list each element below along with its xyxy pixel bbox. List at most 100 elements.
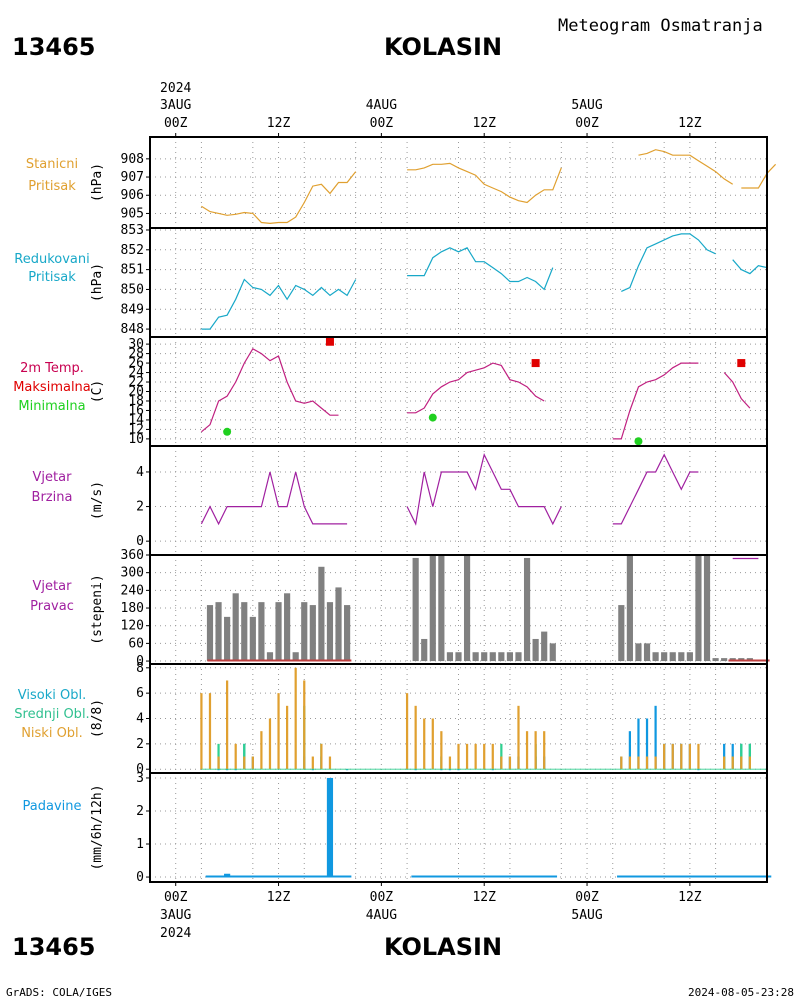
y-tick-label: 0: [136, 654, 144, 669]
panel-label: Maksimalna: [13, 380, 91, 395]
bar: [643, 643, 651, 662]
y-tick-label: 26: [128, 356, 144, 371]
cloud-bar-srednji: [740, 743, 743, 770]
cloud-bar-niski: [671, 743, 674, 770]
y-tick-label: 20: [128, 385, 144, 400]
y-axis-label: (hPa): [90, 263, 105, 302]
panel-label: Pritisak: [28, 270, 76, 285]
cloud-bar-niski: [697, 743, 700, 770]
bar: [224, 616, 231, 662]
panel-label: Pritisak: [28, 179, 76, 194]
x-tick-label: 00Z: [370, 116, 394, 131]
cloud-bar-visoki: [234, 769, 237, 771]
x-tick-label: 12Z: [678, 116, 702, 131]
cloud-bar-niski: [208, 693, 212, 770]
x-tick-label: 00Z: [164, 116, 188, 131]
min-temp-marker: [223, 427, 232, 436]
cloud-bar-niski: [680, 743, 683, 770]
panel-label: Niski Obl.: [21, 726, 83, 741]
y-tick-label: 4: [136, 465, 144, 480]
y-tick-label: 10: [128, 432, 144, 447]
series-line: [201, 278, 357, 330]
y-tick-label: 0: [136, 762, 144, 777]
y-tick-label: 14: [128, 413, 144, 428]
bar: [686, 652, 693, 662]
bar: [523, 557, 531, 662]
cloud-bar-visoki: [654, 705, 657, 770]
cloud-bar-niski: [620, 756, 623, 770]
x-tick-label: 12Z: [678, 890, 702, 905]
bar: [446, 652, 454, 662]
y-tick-label: 16: [128, 403, 144, 418]
panel-label: Pravac: [30, 599, 74, 614]
bar: [703, 555, 711, 662]
cloud-bar-niski: [268, 718, 272, 770]
cloud-bar-visoki: [731, 743, 734, 770]
x-tick-label: 00Z: [575, 890, 599, 905]
series-line: [201, 347, 339, 433]
y-tick-label: 28: [128, 347, 144, 362]
y-tick-label: 906: [121, 188, 144, 203]
series-line: [201, 171, 357, 225]
bar: [275, 602, 282, 662]
cloud-bar-niski: [285, 705, 289, 770]
cloud-bar-niski: [431, 718, 434, 770]
y-tick-label: 300: [121, 566, 144, 581]
bar: [224, 873, 231, 878]
y-tick-label: 360: [121, 548, 144, 563]
cloud-bar-niski: [517, 705, 520, 770]
day-label: 4AUG: [366, 98, 397, 113]
y-tick-label: 853: [121, 223, 144, 238]
bar: [678, 652, 685, 662]
y-tick-label: 24: [128, 366, 144, 381]
cloud-bar-visoki: [217, 769, 220, 771]
y-axis-label: (8/8): [90, 699, 105, 738]
max-temp-marker: [737, 359, 746, 368]
cloud-bar-visoki: [226, 769, 229, 771]
bar: [532, 638, 539, 662]
series-line: [638, 149, 734, 185]
cloud-bar-niski: [645, 756, 649, 770]
y-tick-label: 850: [121, 282, 144, 297]
bar: [489, 652, 496, 662]
bar: [335, 587, 342, 662]
bar: [206, 605, 214, 662]
y-tick-label: 180: [121, 601, 144, 616]
cloud-bar-niski: [226, 680, 229, 770]
bar: [661, 652, 668, 662]
cloud-bar-visoki: [440, 769, 443, 771]
x-tick-label: 00Z: [370, 890, 394, 905]
series-line: [200, 471, 348, 526]
bar: [326, 777, 334, 878]
y-tick-label: 18: [128, 394, 144, 409]
cloud-bar-visoki: [345, 769, 349, 771]
cloud-bar-niski: [414, 705, 417, 770]
y-tick-label: 2: [136, 737, 144, 752]
y-tick-label: 8: [136, 661, 144, 676]
panel-label: Visoki Obl.: [18, 688, 86, 703]
bar: [412, 557, 419, 662]
series-line: [612, 362, 699, 440]
bar: [258, 602, 265, 662]
bar: [292, 652, 299, 662]
bar: [618, 605, 625, 662]
year-label: 2024: [160, 81, 191, 96]
y-tick-label: 2: [136, 804, 144, 819]
panel-frame: [149, 772, 768, 883]
cloud-bar-niski: [328, 756, 332, 770]
series-line: [407, 162, 562, 204]
cloud-bar-visoki: [697, 769, 700, 771]
bar: [712, 658, 719, 662]
y-tick-label: 6: [136, 686, 144, 701]
series-line: [406, 452, 562, 526]
bar: [438, 555, 445, 662]
bar: [515, 652, 522, 662]
cloud-bar-visoki: [491, 769, 494, 771]
bar: [695, 555, 702, 662]
cloud-bar-niski: [200, 693, 203, 770]
y-tick-label: 4: [136, 712, 144, 727]
cloud-bar-niski: [440, 731, 443, 770]
panel-label: Brzina: [32, 490, 73, 505]
cloud-bar-niski: [663, 743, 666, 770]
